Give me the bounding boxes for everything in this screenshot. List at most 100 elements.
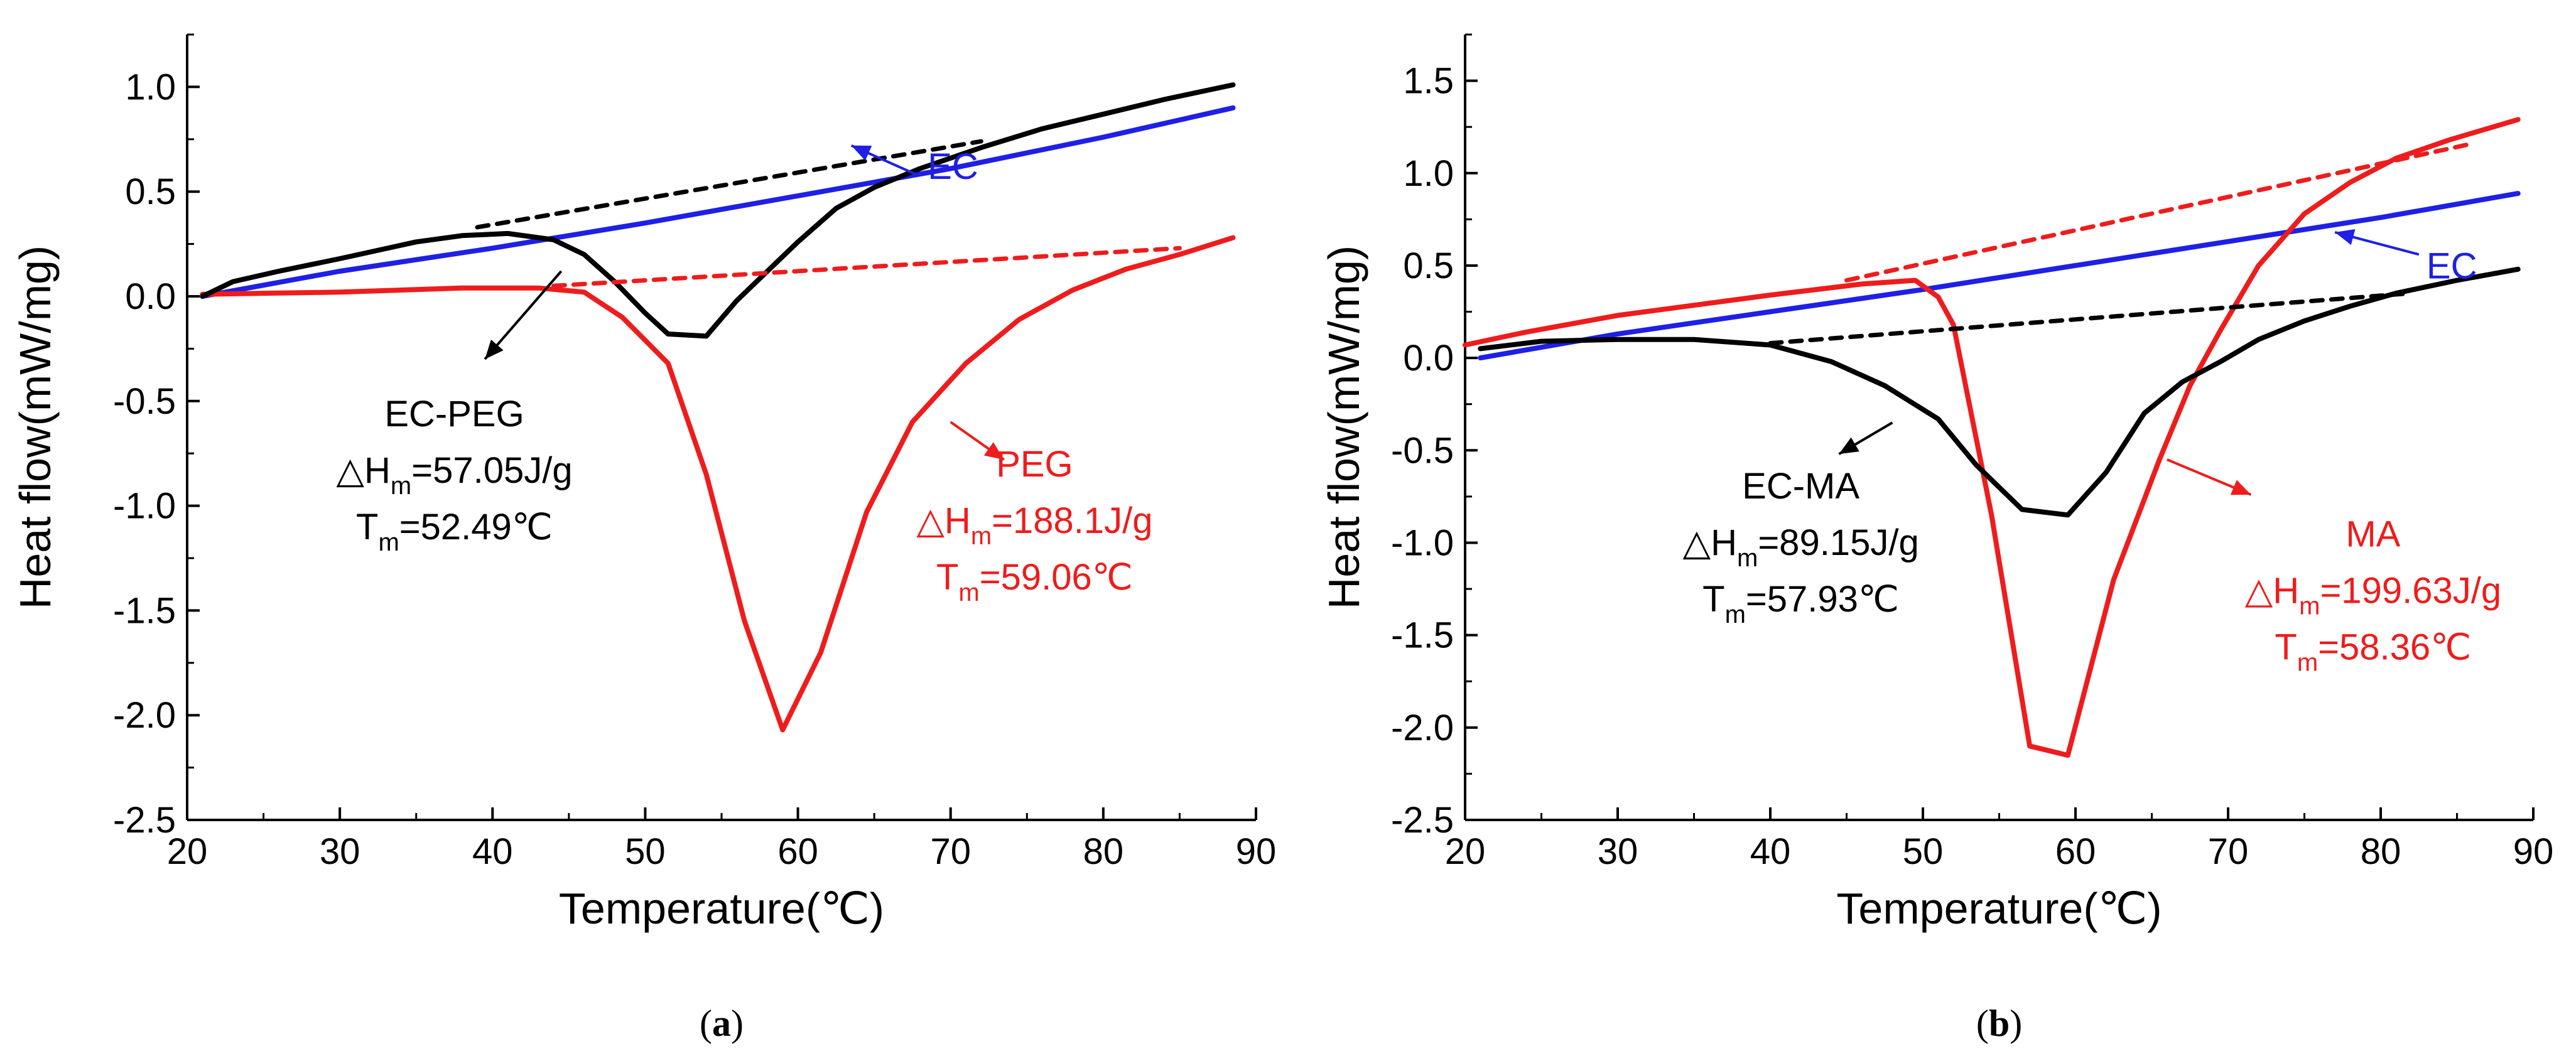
- y-tick-label: -1.5: [1391, 615, 1454, 656]
- y-tick-label: 0.0: [125, 276, 176, 317]
- annotation-subscript: m: [1725, 601, 1746, 628]
- annotation-arrowhead: [2335, 229, 2356, 245]
- annotation-text-line: MA: [2346, 514, 2400, 554]
- series-ec-ma: [1478, 266, 2521, 518]
- panel-a: 20 30 40 50 60 70 80 90 -2.5 -2.0 -1.5 -1.0 -0.5 0.0 0…: [11, 33, 1277, 1044]
- panel-label-letter: a: [712, 1003, 731, 1044]
- panel-label-open: (: [700, 1003, 712, 1044]
- annotation-subscript: m: [391, 472, 411, 500]
- y-tick-label: -2.5: [113, 800, 176, 841]
- x-tick-label: 30: [1598, 831, 1638, 872]
- annotation-label: MA: [2346, 514, 2400, 554]
- annotation-symbol: △H: [2245, 570, 2300, 611]
- series-peg: [200, 235, 1236, 733]
- x-tick-label: 80: [2361, 831, 2401, 872]
- panel-label-open: (: [1976, 1003, 1989, 1044]
- annotation-text-line: Tm=59.06℃: [936, 557, 1133, 606]
- annotation-ec: EC: [2334, 229, 2477, 287]
- annotation-label: EC-MA: [1742, 466, 1859, 507]
- x-tick-label: 50: [625, 831, 666, 872]
- annotation-value: =188.1J/g: [992, 500, 1152, 541]
- annotation-value: =57.93℃: [1746, 579, 1899, 620]
- annotation-ec-ma: EC-MA △Hm=89.15J/g Tm=57.93℃: [1682, 421, 1919, 628]
- y-tick-label: 1.0: [125, 67, 176, 107]
- annotation-text-line: EC: [928, 146, 978, 187]
- annotation-subscript: m: [958, 579, 979, 606]
- annotation-subscript: m: [1737, 544, 1758, 572]
- y-tick-label: 0.5: [1403, 245, 1454, 286]
- annotation-ec: EC: [850, 144, 978, 187]
- annotation-arrowhead: [983, 442, 1004, 460]
- annotation-arrowhead: [485, 339, 504, 360]
- annotation-value: =58.36℃: [2318, 627, 2471, 667]
- x-tick-label: 60: [777, 831, 818, 872]
- annotation-subscript: m: [378, 529, 399, 556]
- y-axis-title: Heat flow(mW/mg): [1319, 245, 1368, 609]
- y-tick-label: -1.0: [1391, 522, 1454, 563]
- x-tick-label: 90: [1236, 831, 1277, 872]
- x-tick-label: 20: [167, 831, 208, 872]
- annotation-subscript: m: [971, 522, 992, 550]
- x-tick-label: 70: [2208, 831, 2249, 872]
- annotation-label: EC-PEG: [384, 394, 524, 434]
- panel-label-close: ): [731, 1003, 744, 1044]
- annotation-text-line: △Hm=199.63J/g: [2245, 570, 2501, 620]
- annotation-ma: MA△Hm=199.63J/gTm=58.36℃: [2167, 458, 2501, 676]
- x-tick-label: 50: [1903, 831, 1944, 872]
- y-tick-label: 0.5: [125, 171, 176, 212]
- x-tick-label: 80: [1083, 831, 1124, 872]
- x-tick-label: 20: [1445, 831, 1486, 872]
- annotation-value: =57.05J/g: [411, 450, 572, 491]
- y-tick-label: -0.5: [113, 381, 176, 422]
- panel-b: 20 30 40 50 60 70 80 90 -2.5 -2.0 -1.5 -1.0 -0.5 0.0 0…: [1319, 33, 2554, 1044]
- annotation-arrowhead: [851, 145, 872, 161]
- x-tick-label: 30: [320, 831, 360, 872]
- annotation-symbol: T: [936, 557, 958, 598]
- y-tick-label: -2.0: [113, 695, 176, 736]
- annotation-text-line: Tm=58.36℃: [2275, 627, 2471, 676]
- x-tick-label: 40: [1750, 831, 1791, 872]
- panel-label-letter: b: [1989, 1003, 2010, 1044]
- annotation-symbol: T: [2275, 627, 2297, 667]
- series-ma-baseline: [1844, 141, 2475, 283]
- x-tick-label: 60: [2055, 831, 2096, 872]
- annotation-text-line: △Hm=89.15J/g: [1682, 522, 1918, 572]
- annotation-text-line: Tm=52.49℃: [356, 507, 553, 556]
- y-tick-label: -2.0: [1391, 708, 1454, 748]
- annotation-value: =89.15J/g: [1758, 522, 1918, 563]
- annotation-arrowhead: [2230, 480, 2251, 495]
- annotation-text-line: △Hm=57.05J/g: [336, 450, 572, 500]
- annotation-peg: PEG △Hm=188.1J/g Tm=59.06℃: [916, 421, 1153, 606]
- annotation-text-line: Tm=57.93℃: [1702, 579, 1899, 628]
- annotation-text-line: EC: [2427, 246, 2477, 287]
- series-ec: [200, 105, 1236, 299]
- annotation-subscript: m: [2299, 592, 2320, 620]
- x-axis-title: Temperature(℃): [1836, 884, 2162, 933]
- annotation-text-line: PEG: [996, 444, 1073, 485]
- series-ec-ma-baseline: [1768, 291, 2414, 346]
- y-tick-label: -2.5: [1391, 800, 1454, 841]
- x-tick-label: 40: [472, 831, 513, 872]
- x-tick-label: 90: [2513, 831, 2554, 872]
- annotation-text-line: EC-PEG: [384, 394, 524, 434]
- y-tick-label: 0.0: [1403, 338, 1454, 379]
- annotation-label: EC: [2427, 246, 2477, 287]
- series-ec: [1478, 191, 2521, 361]
- annotation-label: EC: [928, 146, 978, 187]
- annotation-subscript: m: [2297, 649, 2318, 676]
- annotation-symbol: T: [356, 507, 378, 547]
- y-tick-label: -1.0: [113, 486, 176, 527]
- series-ec-peg: [200, 82, 1236, 339]
- annotation-arrowhead: [1839, 437, 1859, 455]
- panel-label: (b): [1976, 1003, 2022, 1044]
- annotation-arrow-line: [484, 270, 563, 360]
- x-axis-title: Temperature(℃): [559, 884, 884, 933]
- annotation-ec-peg: EC-PEG △Hm=57.05J/g Tm=52.49℃: [336, 270, 573, 556]
- series-peg-baseline: [551, 245, 1182, 288]
- annotation-label: PEG: [996, 444, 1073, 485]
- y-axis-title: Heat flow(mW/mg): [11, 245, 60, 609]
- panel-label: (a): [700, 1003, 744, 1044]
- y-tick-label: 1.5: [1403, 61, 1454, 102]
- annotation-text-line: △Hm=188.1J/g: [916, 500, 1152, 550]
